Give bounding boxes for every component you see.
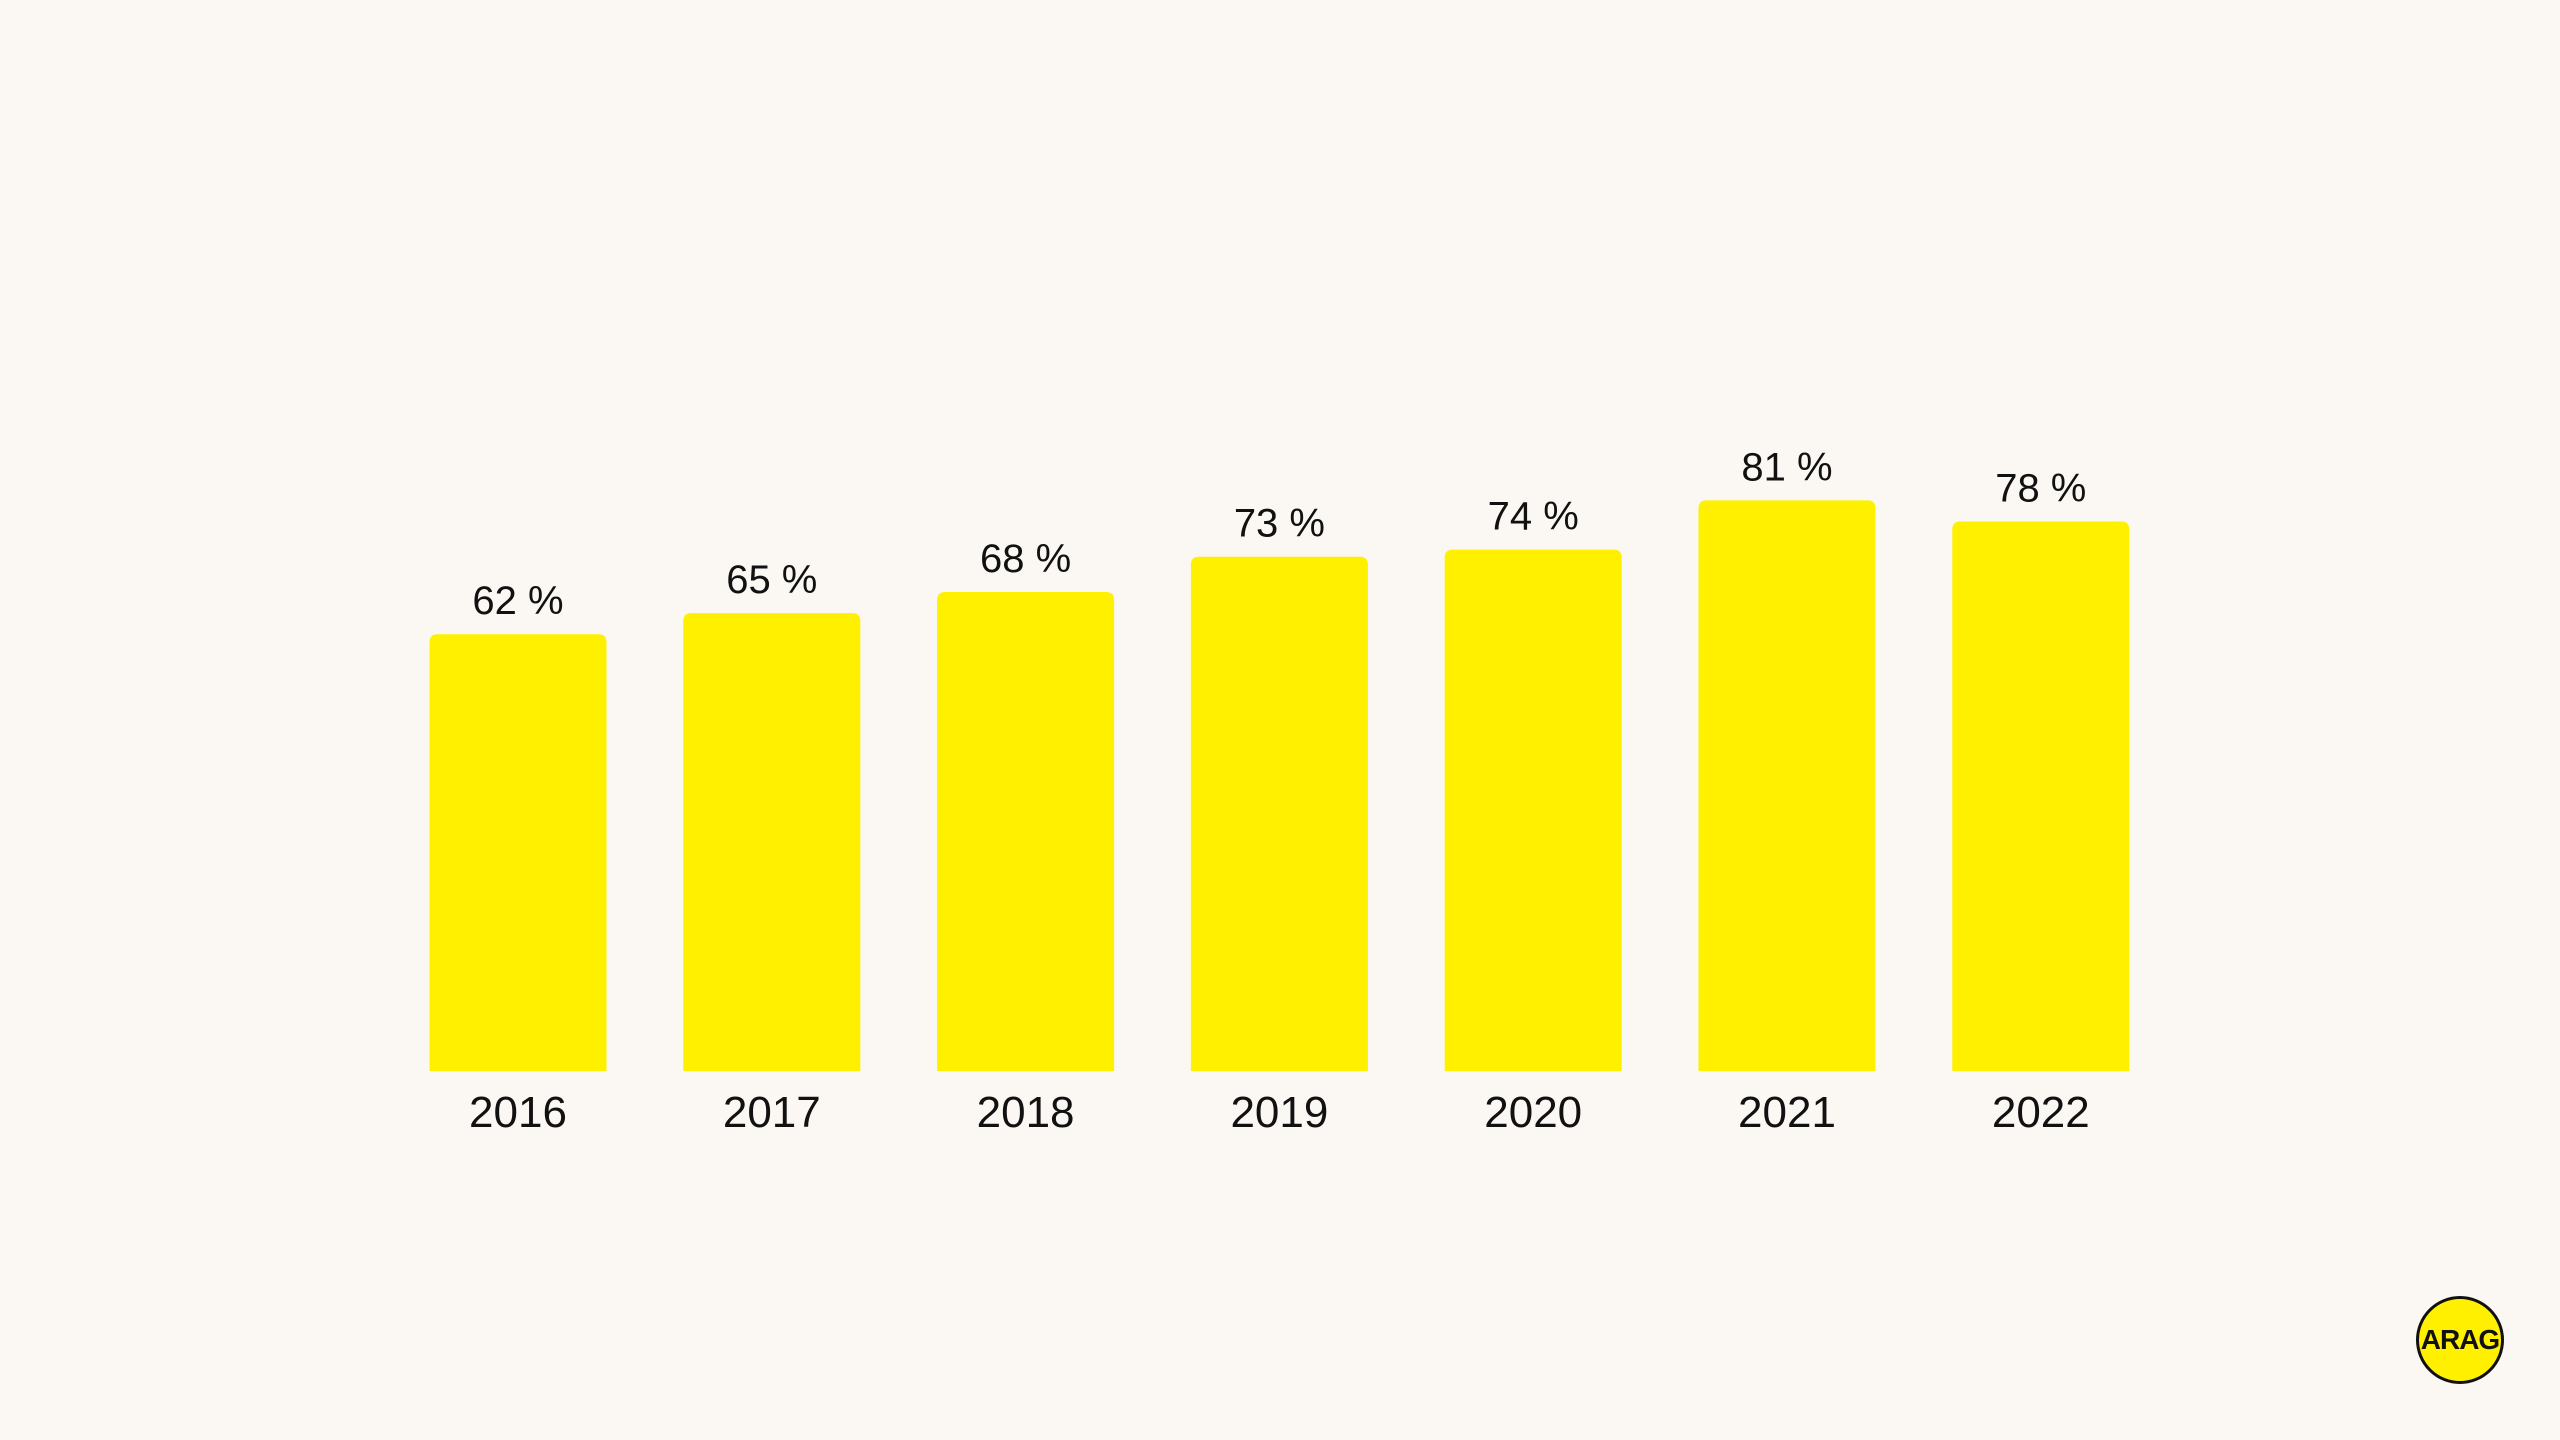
category-label-2021: 2021 — [1738, 1088, 1836, 1137]
bar-2017 — [683, 613, 861, 1071]
bar-2018 — [937, 591, 1115, 1071]
arag-logo: ARAG — [2416, 1296, 2504, 1384]
value-label-2022: 78 % — [1995, 466, 2086, 510]
value-label-2021: 81 % — [1741, 445, 1832, 489]
category-label-2017: 2017 — [723, 1088, 821, 1137]
bar-2020 — [1444, 549, 1622, 1071]
category-label-2022: 2022 — [1992, 1088, 2090, 1137]
bar-2019 — [1190, 556, 1368, 1071]
value-label-2018: 68 % — [980, 537, 1071, 581]
bar-2016 — [429, 634, 607, 1071]
category-label-2016: 2016 — [469, 1088, 567, 1137]
bars-layer: 62 % 2016 65 % 2017 68 % 2018 73 % 2019 74 % 2020… — [429, 445, 2130, 1137]
value-label-2017: 65 % — [726, 558, 817, 602]
bar-2021 — [1698, 500, 1876, 1072]
category-label-2019: 2019 — [1230, 1088, 1328, 1137]
bar-2022 — [1952, 521, 2130, 1071]
category-label-2020: 2020 — [1484, 1088, 1582, 1137]
value-label-2016: 62 % — [472, 579, 563, 623]
value-label-2019: 73 % — [1234, 502, 1325, 546]
value-label-2020: 74 % — [1488, 495, 1579, 539]
category-label-2018: 2018 — [977, 1088, 1075, 1137]
logo-text: ARAG — [2420, 1324, 2500, 1355]
